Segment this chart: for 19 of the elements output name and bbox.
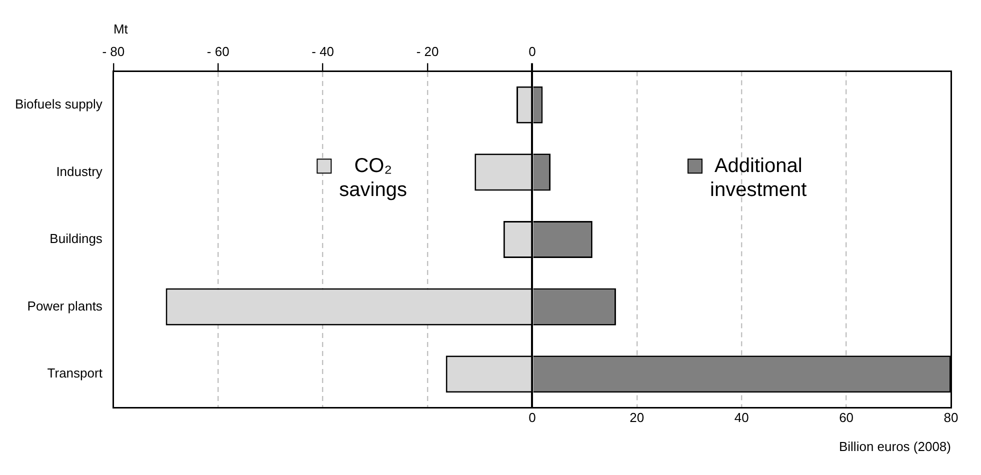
x2-tick-label: - 20 (416, 44, 439, 59)
x-axis-title: Billion euros (2008) (838, 438, 951, 454)
x-tick-label: 0 (528, 410, 536, 426)
y-tick-label: Buildings (50, 231, 103, 246)
legend-label: CO₂ savings (339, 155, 407, 202)
x-tick-label: 40 (734, 410, 749, 426)
legend-label: Additional investment (710, 155, 808, 202)
x2-tick-label: - 60 (206, 44, 230, 59)
y-tick-label: Industry (56, 164, 103, 179)
x2-tick-label: 0 (528, 44, 536, 59)
x2-tick-label: - 80 (102, 44, 125, 59)
x2-tick-label: - 40 (312, 44, 334, 59)
x-tick-label: 60 (839, 410, 854, 426)
y-tick-label: Biofuels supply (14, 96, 103, 112)
y-tick-label: Power plants (27, 298, 103, 314)
x-tick-label: 20 (630, 410, 644, 426)
y-tick-label: Transport (47, 366, 103, 381)
x2-axis-title: Mt (113, 21, 128, 36)
x-tick-label: 80 (944, 410, 958, 426)
